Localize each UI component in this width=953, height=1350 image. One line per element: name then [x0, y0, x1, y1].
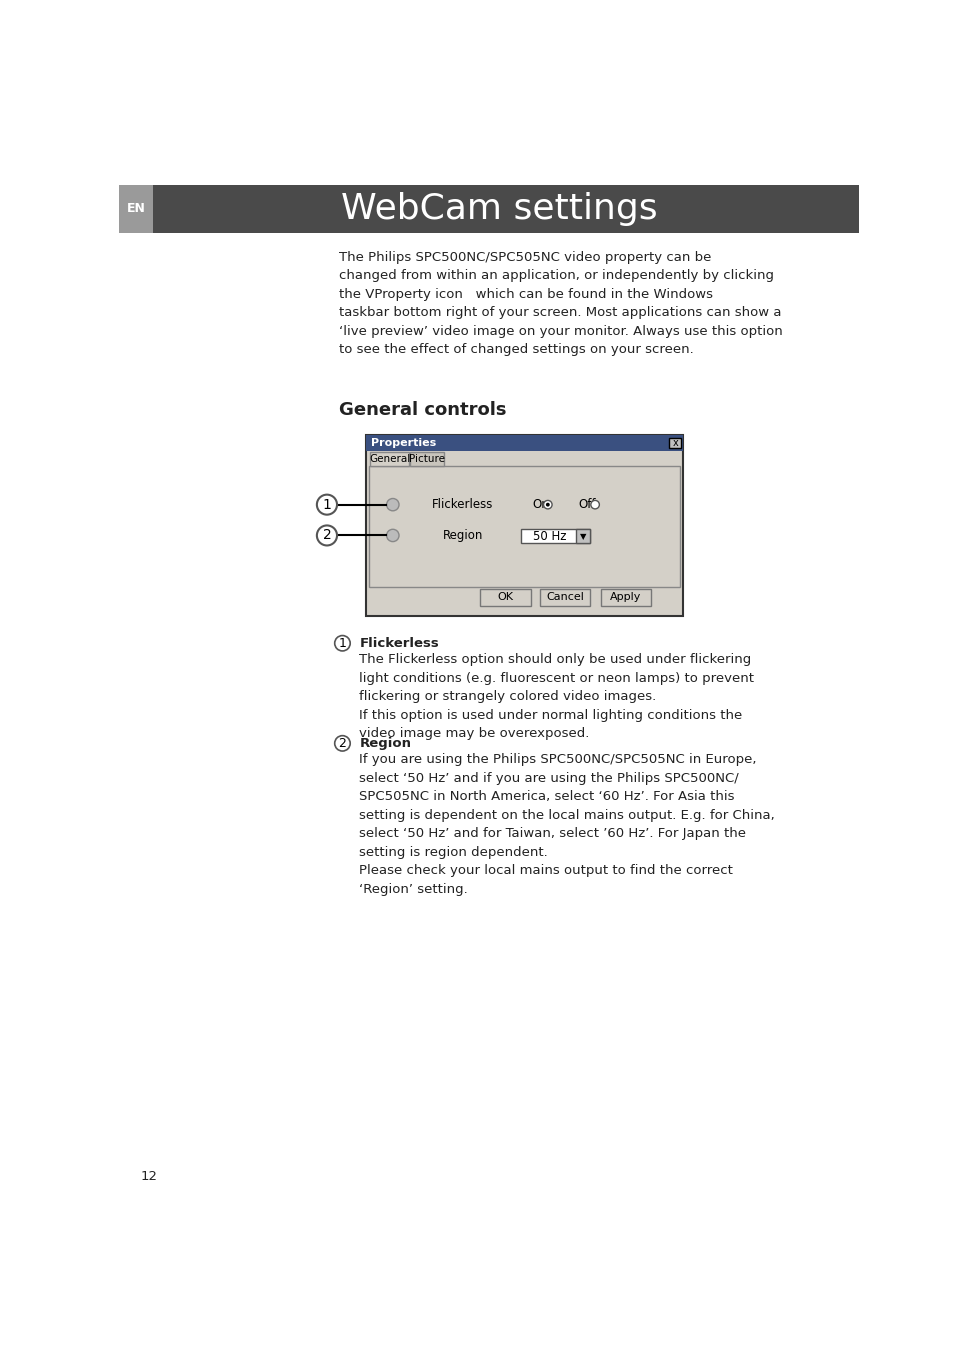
FancyBboxPatch shape	[153, 185, 858, 232]
FancyBboxPatch shape	[669, 437, 680, 448]
FancyBboxPatch shape	[520, 529, 590, 543]
FancyBboxPatch shape	[119, 185, 153, 232]
Circle shape	[543, 501, 552, 509]
FancyBboxPatch shape	[365, 435, 682, 451]
Text: x: x	[672, 437, 678, 448]
Text: General: General	[369, 454, 410, 464]
Circle shape	[590, 501, 598, 509]
FancyBboxPatch shape	[480, 589, 530, 606]
Text: EN: EN	[127, 202, 146, 216]
Text: General controls: General controls	[338, 401, 505, 418]
Text: Apply: Apply	[609, 593, 640, 602]
Text: Flickerless: Flickerless	[359, 637, 438, 649]
Circle shape	[386, 529, 398, 541]
FancyBboxPatch shape	[369, 466, 679, 587]
FancyBboxPatch shape	[599, 589, 650, 606]
Text: 1: 1	[322, 498, 331, 512]
Text: 1: 1	[338, 637, 346, 649]
Text: Region: Region	[442, 529, 482, 541]
Text: Picture: Picture	[409, 454, 444, 464]
Text: The Philips SPC500NC/SPC505NC video property can be
changed from within an appli: The Philips SPC500NC/SPC505NC video prop…	[338, 251, 781, 356]
Circle shape	[545, 502, 549, 506]
FancyBboxPatch shape	[410, 452, 443, 466]
FancyBboxPatch shape	[370, 452, 409, 466]
Text: If you are using the Philips SPC500NC/SPC505NC in Europe,
select ‘50 Hz’ and if : If you are using the Philips SPC500NC/SP…	[359, 753, 775, 896]
Text: 2: 2	[338, 737, 346, 749]
Circle shape	[316, 494, 336, 514]
Circle shape	[335, 636, 350, 651]
FancyBboxPatch shape	[539, 589, 590, 606]
Text: ▼: ▼	[579, 532, 586, 541]
Text: Cancel: Cancel	[546, 593, 583, 602]
Text: WebCam settings: WebCam settings	[340, 192, 657, 225]
Circle shape	[386, 498, 398, 510]
Text: On: On	[532, 498, 549, 512]
Text: 50 Hz: 50 Hz	[532, 529, 565, 543]
Text: Properties: Properties	[371, 437, 436, 448]
Text: OK: OK	[497, 593, 513, 602]
Text: Off: Off	[578, 498, 596, 512]
FancyBboxPatch shape	[365, 435, 682, 617]
Circle shape	[316, 525, 336, 545]
FancyBboxPatch shape	[576, 529, 590, 543]
Text: Region: Region	[359, 737, 411, 749]
Circle shape	[335, 736, 350, 751]
Text: 2: 2	[322, 528, 331, 543]
Text: Flickerless: Flickerless	[432, 498, 493, 512]
Text: The Flickerless option should only be used under flickering
light conditions (e.: The Flickerless option should only be us…	[359, 653, 754, 740]
Text: 12: 12	[141, 1170, 158, 1184]
